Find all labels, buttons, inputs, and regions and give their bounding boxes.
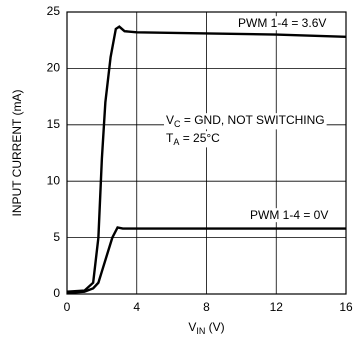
annotation: TA = 25°C <box>166 131 220 147</box>
line-series <box>66 226 346 295</box>
annotation-part: = GND, NOT SWITCHING <box>181 113 325 127</box>
annotation: PWM 1-4 = 3.6V <box>238 16 326 30</box>
annotation-bg <box>164 113 327 130</box>
y-axis-label: INPUT CURRENT (mA) <box>10 90 24 217</box>
x-tick-label: 8 <box>203 300 210 314</box>
x-tick-label: 0 <box>64 300 71 314</box>
annotation-part: V <box>166 113 174 127</box>
annotation-part: PWM 1-4 = 3.6V <box>238 16 326 30</box>
y-tick-label: 15 <box>47 117 61 131</box>
annotation-part: T <box>166 131 174 145</box>
x-tick-label: 4 <box>133 300 140 314</box>
annotation-bg <box>248 208 331 223</box>
y-tick-label: 0 <box>53 286 60 300</box>
x-axis-label-part: (V) <box>205 320 224 334</box>
y-tick-label: 10 <box>47 173 61 187</box>
x-axis-label-part: V <box>188 320 196 334</box>
x-tick-label: 16 <box>339 300 353 314</box>
x-axis-label: VIN (V) <box>188 320 224 336</box>
y-tick-label: 5 <box>53 230 60 244</box>
x-tick-label: 12 <box>270 300 284 314</box>
annotation-bg <box>164 131 223 148</box>
line-series <box>66 25 347 293</box>
annotation-part: = 25°C <box>179 131 220 145</box>
annotation-part: PWM 1-4 = 0V <box>250 208 328 222</box>
annotation-bg <box>236 16 329 31</box>
x-axis-label-part: IN <box>196 326 205 336</box>
annotation-part: A <box>173 137 179 147</box>
annotation: VC = GND, NOT SWITCHING <box>166 113 325 129</box>
annotation-part: C <box>174 119 181 129</box>
y-tick-label: 20 <box>47 61 61 75</box>
annotation: PWM 1-4 = 0V <box>250 208 328 222</box>
y-tick-label: 25 <box>47 4 61 18</box>
